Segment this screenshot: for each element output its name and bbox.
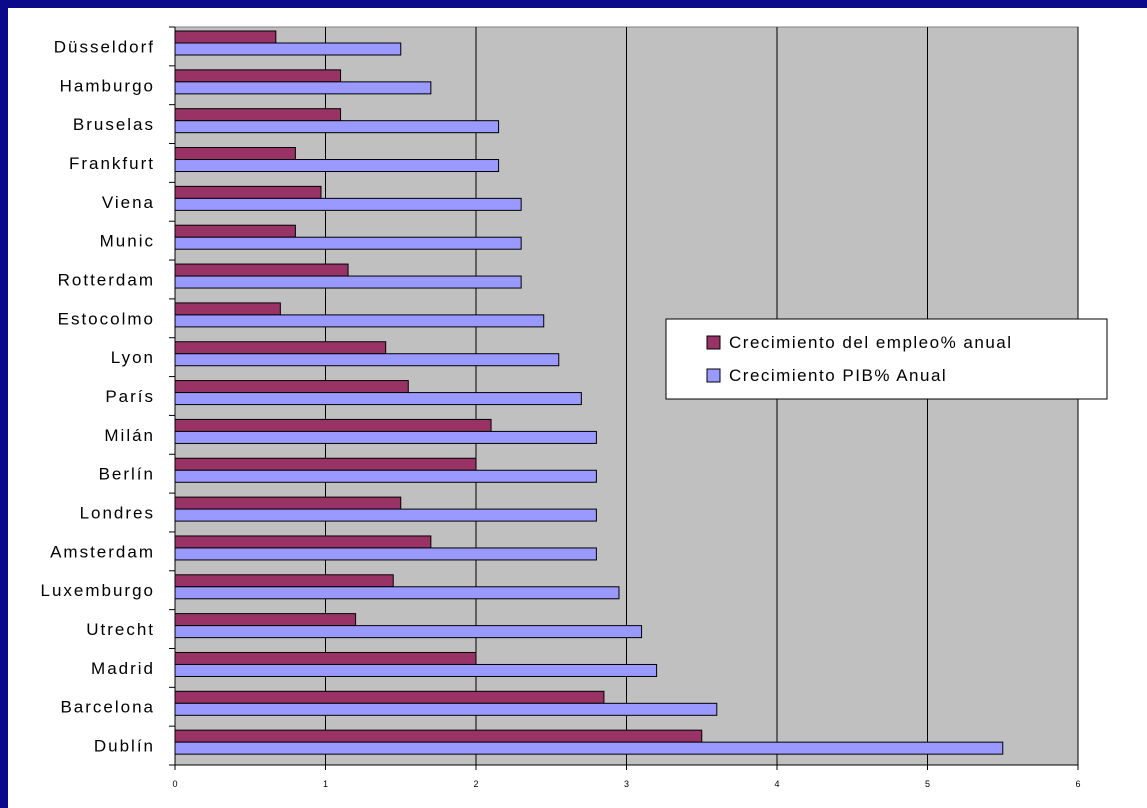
category-label: Amsterdam xyxy=(50,542,155,561)
bar-gdp xyxy=(174,314,545,328)
category-label: Viena xyxy=(102,193,155,212)
bar-gdp xyxy=(174,120,500,134)
x-tick-label: 2 xyxy=(473,779,478,789)
bar-employment xyxy=(174,418,492,432)
category-label: Madrid xyxy=(91,659,155,678)
category-label: Rotterdam xyxy=(58,270,155,289)
category-label: Dublín xyxy=(94,737,155,756)
category-label: Düsseldorf xyxy=(54,37,155,56)
bar-employment xyxy=(174,147,296,161)
category-label: Barcelona xyxy=(60,698,155,717)
bar-gdp xyxy=(174,663,658,677)
legend: Crecimiento del empleo% anual Crecimiento… xyxy=(665,318,1108,400)
bar-employment xyxy=(174,224,296,238)
bar-gdp xyxy=(174,586,620,600)
bar-gdp xyxy=(174,547,597,561)
category-label: Lyon xyxy=(111,348,155,367)
bar-employment xyxy=(174,457,477,471)
bar-employment xyxy=(174,263,349,277)
bar-gdp xyxy=(174,702,718,716)
bar-employment xyxy=(174,729,703,743)
category-label: Milán xyxy=(104,426,155,445)
x-tick-label: 3 xyxy=(624,779,629,789)
bar-employment xyxy=(174,380,409,394)
bar-employment xyxy=(174,302,281,316)
category-labels: Düsseldorf Hamburgo Bruselas Frankfurt Viena… xyxy=(40,37,155,756)
category-label: Hamburgo xyxy=(60,76,155,95)
category-label: Utrecht xyxy=(86,620,155,639)
bar-employment xyxy=(174,496,402,510)
x-tick-label: 4 xyxy=(774,779,779,789)
x-tick-label: 0 xyxy=(172,779,177,789)
category-label: Munic xyxy=(100,232,155,251)
bar-gdp xyxy=(174,430,597,444)
category-label: Frankfurt xyxy=(69,154,155,173)
bar-gdp xyxy=(174,42,402,56)
legend-box xyxy=(665,318,1108,400)
bar-employment xyxy=(174,651,477,665)
x-tick-labels: 0 1 2 3 4 5 6 xyxy=(172,779,1080,789)
legend-swatch-employment xyxy=(706,335,721,350)
bar-gdp xyxy=(174,469,597,483)
bar-employment xyxy=(174,574,394,588)
x-tick-label: 5 xyxy=(925,779,930,789)
bar-employment xyxy=(174,535,432,549)
bar-gdp xyxy=(174,236,522,250)
category-label: Bruselas xyxy=(73,115,155,134)
category-label: Berlín xyxy=(99,465,155,484)
x-tick-label: 6 xyxy=(1075,779,1080,789)
bar-employment xyxy=(174,690,605,704)
bar-gdp xyxy=(174,741,1004,755)
bar-gdp xyxy=(174,81,432,95)
bar-gdp xyxy=(174,275,522,289)
bar-gdp xyxy=(174,392,582,406)
bar-employment xyxy=(174,69,342,83)
bar-gdp xyxy=(174,353,560,367)
category-label: Luxemburgo xyxy=(40,581,155,600)
bar-gdp xyxy=(174,197,522,211)
bar-gdp xyxy=(174,625,643,639)
x-tick-label: 1 xyxy=(323,779,328,789)
bar-employment xyxy=(174,185,322,199)
bar-employment xyxy=(174,108,342,122)
legend-label-gdp: Crecimiento PIB% Anual xyxy=(729,366,947,385)
bar-employment xyxy=(174,30,277,44)
legend-swatch-gdp xyxy=(706,368,721,383)
legend-label-employment: Crecimiento del empleo% anual xyxy=(729,333,1013,352)
bar-series xyxy=(174,30,1004,755)
bar-gdp xyxy=(174,159,500,173)
bar-employment xyxy=(174,341,387,355)
category-label: Londres xyxy=(80,504,155,523)
bar-gdp xyxy=(174,508,597,522)
axes xyxy=(169,26,1079,770)
bar-employment xyxy=(174,613,357,627)
category-label: Estocolmo xyxy=(58,309,155,328)
category-label: París xyxy=(105,387,155,406)
